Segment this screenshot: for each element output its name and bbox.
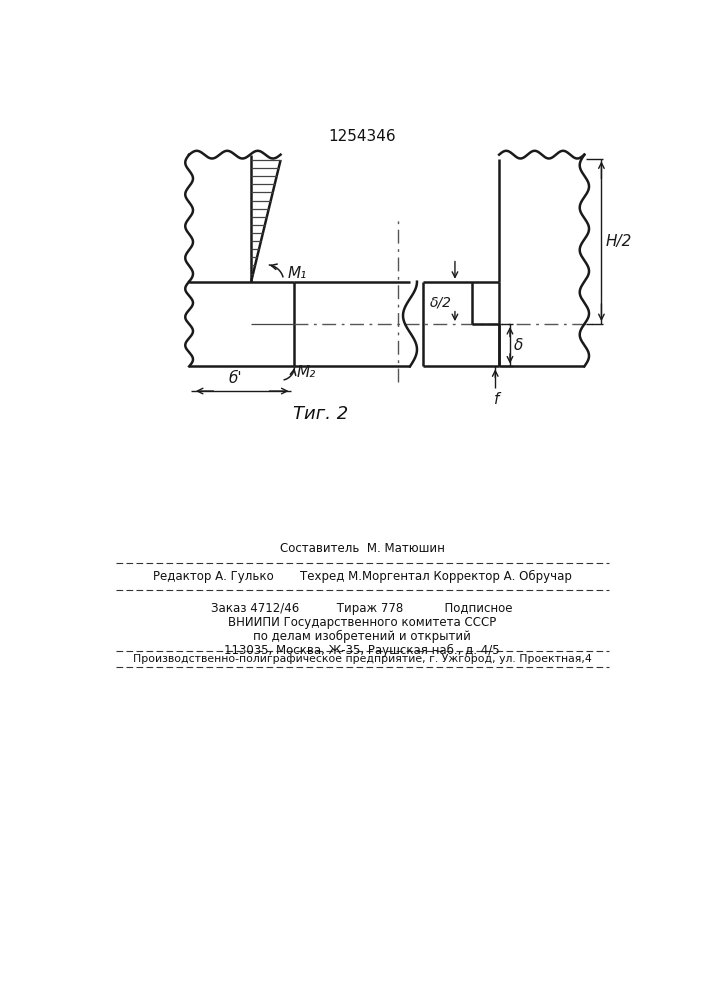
Text: H/2: H/2 xyxy=(606,234,633,249)
Text: Заказ 4712/46          Тираж 778           Подписное: Заказ 4712/46 Тираж 778 Подписное xyxy=(211,602,513,615)
Text: δ: δ xyxy=(514,338,523,353)
Text: Составитель  М. Матюшин: Составитель М. Матюшин xyxy=(279,542,445,555)
Text: по делам изобретений и открытий: по делам изобретений и открытий xyxy=(253,630,471,643)
Text: M₁: M₁ xyxy=(288,266,307,282)
Text: ВНИИПИ Государственного комитета СССР: ВНИИПИ Государственного комитета СССР xyxy=(228,616,496,629)
Text: б': б' xyxy=(228,371,242,386)
Text: f: f xyxy=(494,392,499,407)
Text: 113035, Москва, Ж-35, Раушская наб., д. 4/5: 113035, Москва, Ж-35, Раушская наб., д. … xyxy=(224,644,500,657)
Text: Τиг. 2: Τиг. 2 xyxy=(293,405,349,423)
Text: Редактор А. Гулько       Техред М.Моргентал Корректор А. Обручар: Редактор А. Гулько Техред М.Моргентал Ко… xyxy=(153,570,571,583)
Text: 1254346: 1254346 xyxy=(328,129,396,144)
Text: δ/2: δ/2 xyxy=(429,296,451,310)
Text: Производственно-полиграфическое предприятие, г. Ужгород, ул. Проектная,4: Производственно-полиграфическое предприя… xyxy=(133,654,591,664)
Text: M₂: M₂ xyxy=(297,365,316,380)
